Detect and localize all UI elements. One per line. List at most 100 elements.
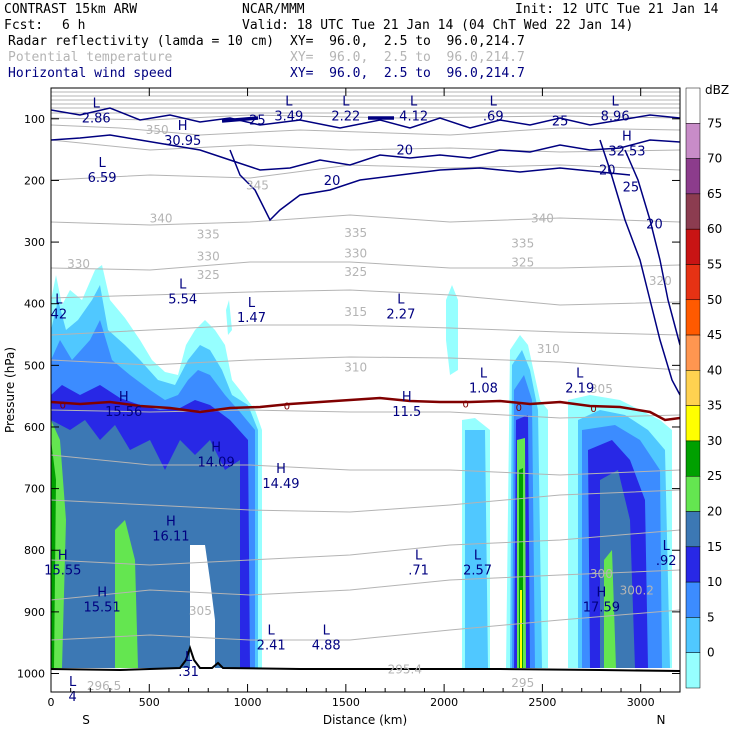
extremum-value: 3.49 (274, 109, 303, 124)
extremum-value: 1.47 (237, 311, 266, 326)
field-xy-wind: XY= 96.0, 2.5 to 96.0,214.7 (290, 66, 525, 81)
freezing-label: 0 (516, 403, 522, 414)
extremum-marker: L.31 (178, 650, 199, 680)
colorbar-level-label: 5 (707, 610, 715, 624)
extremum-marker: L2.27 (386, 293, 415, 323)
colorbar-swatch (685, 193, 701, 230)
theta-line (51, 164, 680, 181)
colorbar-level-label: 60 (707, 222, 722, 236)
colorbar-level-label: 45 (707, 328, 722, 342)
extremum-type: L (490, 94, 498, 109)
theta-label: 296.5 (87, 679, 121, 693)
colorbar-swatch (685, 440, 701, 477)
extremum-type: H (58, 548, 68, 563)
fcst-value: 6 h (62, 18, 86, 33)
extremum-type: H (97, 585, 107, 600)
extremum-marker: H32.53 (608, 129, 645, 159)
extremum-marker: H17.59 (583, 585, 620, 615)
theta-label: 325 (511, 256, 534, 270)
wind-label: 20 (324, 174, 341, 189)
colorbar-swatch (685, 652, 701, 689)
freezing-labels: 0 0 0 0 0 (60, 399, 597, 415)
x-tick-label: 0 (48, 696, 55, 709)
theta-label: 335 (197, 227, 220, 241)
theta-label: 300.2 (620, 584, 654, 598)
extremum-marker: L4 (68, 675, 77, 705)
freezing-level (51, 396, 680, 422)
extremum-marker: L8.96 (601, 94, 630, 124)
colorbar-swatch (685, 475, 701, 512)
x-tick-label: 2500 (528, 696, 556, 709)
colorbar-level-label: 50 (707, 293, 722, 307)
colorbar-swatch (685, 581, 701, 618)
refl-region-small-cell (226, 300, 232, 335)
field-name-reflectivity: Radar reflectivity (lamda = 10 cm) (8, 34, 275, 49)
extremum-marker: L2.19 (565, 367, 594, 397)
theta-label: 335 (511, 237, 534, 251)
extremum-type: L (268, 624, 276, 639)
extremum-type: L (410, 94, 418, 109)
theta-label: 305 (590, 382, 613, 396)
extremum-value: .71 (408, 563, 429, 578)
theta-label: 330 (344, 246, 367, 260)
colorbar-level-label: 10 (707, 575, 722, 589)
x-axis-label: Distance (km) (323, 713, 407, 727)
extremum-type: L (248, 296, 256, 311)
extremum-type: L (55, 293, 63, 308)
wind-contour (51, 134, 680, 171)
extremum-value: 4.88 (312, 639, 341, 654)
wind-label: 25 (623, 181, 640, 196)
extremum-value: 15.56 (105, 405, 142, 420)
extremum-value: 2.41 (257, 639, 286, 654)
extremum-value: 5.54 (168, 292, 197, 307)
colorbar-swatch (685, 123, 701, 159)
plot-area (51, 91, 680, 672)
theta-label: 320 (649, 274, 672, 288)
extremum-marker: L42 (51, 293, 68, 323)
wind-contours (51, 107, 680, 396)
wind-contour (599, 139, 680, 396)
fcst-label: Fcst: (4, 18, 44, 33)
extremum-type: L (98, 156, 106, 171)
extremum-value: 4.12 (399, 109, 428, 124)
extremum-type: L (397, 293, 405, 308)
colorbar-level-label: 65 (707, 187, 722, 201)
wind-label: 20 (397, 144, 414, 159)
wind-contour (51, 107, 680, 129)
extremum-marker: L2.22 (331, 94, 360, 124)
theta-label: 350 (146, 123, 169, 137)
extremum-marker: L.69 (483, 94, 504, 124)
terrain-line (51, 644, 680, 672)
colorbar-unit: dBZ (705, 83, 729, 97)
chart-title: CONTRAST 15km ARW (4, 2, 138, 17)
extremum-value: 2.27 (386, 308, 415, 323)
extremum-type: H (402, 390, 412, 405)
colorbar-swatch (685, 264, 701, 301)
extremum-value: 14.49 (262, 477, 299, 492)
valid-time: Valid: 18 UTC Tue 21 Jan 14 (04 ChT Wed … (242, 18, 634, 33)
theta-label: 295.4 (388, 663, 422, 677)
theta-label: 325 (197, 268, 220, 282)
extremum-marker: L2.41 (257, 624, 286, 654)
extremum-value: 42 (51, 308, 68, 323)
theta-line (51, 289, 680, 306)
extremum-type: L (663, 539, 671, 554)
y-tick-label: 300 (24, 236, 45, 249)
wind-label: 25 (552, 115, 569, 130)
theta-label: 340 (150, 211, 173, 225)
extremum-type: H (178, 119, 188, 134)
theta-label: 340 (531, 211, 554, 225)
extremum-marker: H15.56 (105, 390, 142, 420)
wind-labels: 25 25 25 20 20 20 20 (249, 113, 663, 232)
extremum-type: L (480, 367, 488, 382)
extremum-value: .69 (483, 109, 504, 124)
extremum-type: L (576, 367, 584, 382)
y-tick-label: 500 (24, 359, 45, 372)
extremum-marker: H14.49 (262, 462, 299, 492)
extremum-value: 2.57 (463, 563, 492, 578)
extremum-marker: H16.11 (152, 515, 189, 545)
y-tick-label: 100 (24, 113, 45, 126)
theta-line (51, 454, 680, 476)
